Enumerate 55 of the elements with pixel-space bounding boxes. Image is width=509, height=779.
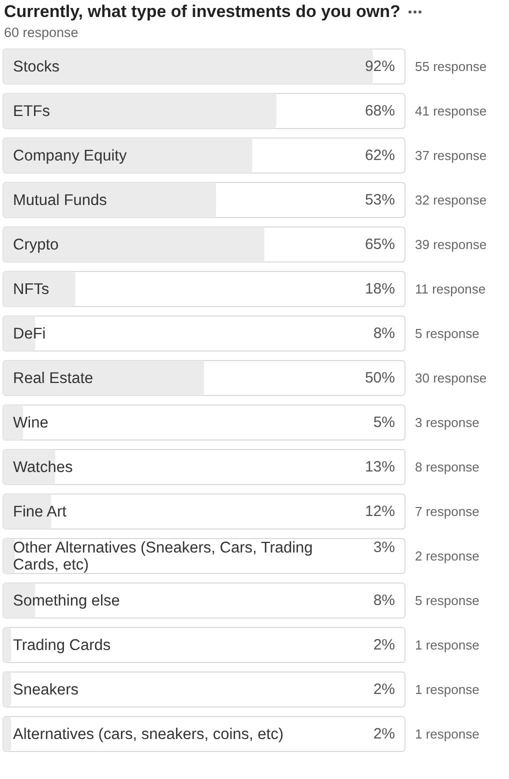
data-label: 5%	[373, 414, 395, 431]
data-label: 65%	[364, 236, 395, 253]
text: 30 response	[415, 370, 487, 386]
text: 8 response	[415, 460, 480, 474]
bar	[3, 272, 76, 306]
bar	[3, 716, 12, 752]
y-tick-label: Stocks	[13, 58, 60, 75]
data-label: 92%	[364, 58, 395, 75]
data-label: 13%	[364, 458, 395, 476]
text: 1 response	[415, 726, 480, 742]
y-tick-label: Watches	[13, 458, 73, 476]
chart-title: Currently, what type of investments do you own?	[4, 2, 400, 22]
chart-subtitle: 60 response	[3, 25, 80, 40]
y-tick-label: Sneakers	[13, 681, 79, 698]
y-tick-label: Mutual Funds	[13, 192, 108, 208]
y-tick-label: Other Alternatives (Sneakers, Cars, Trading Cards, etc)	[13, 539, 313, 573]
bar	[3, 538, 16, 574]
data-label: 68%	[364, 102, 395, 120]
text: 37 response	[415, 148, 487, 163]
y-tick-label: Trading Cards	[13, 636, 111, 654]
bar	[3, 672, 12, 707]
y-tick-label: Company Equity	[13, 147, 127, 164]
data-label: 3%	[373, 539, 395, 556]
y-tick-label: Fine Art	[13, 503, 68, 520]
y-tick-label: Real Estate	[13, 370, 94, 386]
y-tick-label: Alternatives (cars, sneakers, coins, etc)	[13, 726, 284, 742]
text: 3 response	[415, 415, 480, 430]
text: 1 response	[415, 682, 480, 697]
text: 55 response	[415, 59, 487, 74]
data-label: 2%	[373, 636, 395, 654]
text: 2 response	[415, 548, 480, 564]
text: 5 response	[415, 326, 480, 341]
data-label: 2%	[373, 726, 395, 742]
text: 32 response	[415, 192, 487, 208]
data-label: 8%	[373, 592, 395, 609]
y-tick-label: DeFi	[13, 325, 46, 342]
y-tick-label: Something else	[13, 592, 120, 609]
y-tick-label: Crypto	[13, 236, 59, 253]
data-label: 8%	[373, 325, 395, 342]
y-tick-label: Wine	[13, 414, 48, 431]
text: 39 response	[415, 237, 487, 252]
y-tick-label: ETFs	[13, 102, 50, 120]
data-label: 53%	[364, 192, 395, 208]
text: 1 response	[415, 638, 480, 652]
text: 11 response	[415, 282, 486, 296]
text: 41 response	[415, 104, 487, 118]
text: 5 response	[415, 593, 480, 608]
data-label: 2%	[373, 681, 395, 698]
data-label: 50%	[364, 370, 395, 386]
data-label: 62%	[364, 147, 395, 164]
data-label: 12%	[364, 503, 395, 520]
text: 7 response	[415, 504, 480, 519]
y-tick-label: NFTs	[13, 280, 50, 298]
bar	[3, 628, 12, 662]
data-label: 18%	[364, 280, 395, 298]
